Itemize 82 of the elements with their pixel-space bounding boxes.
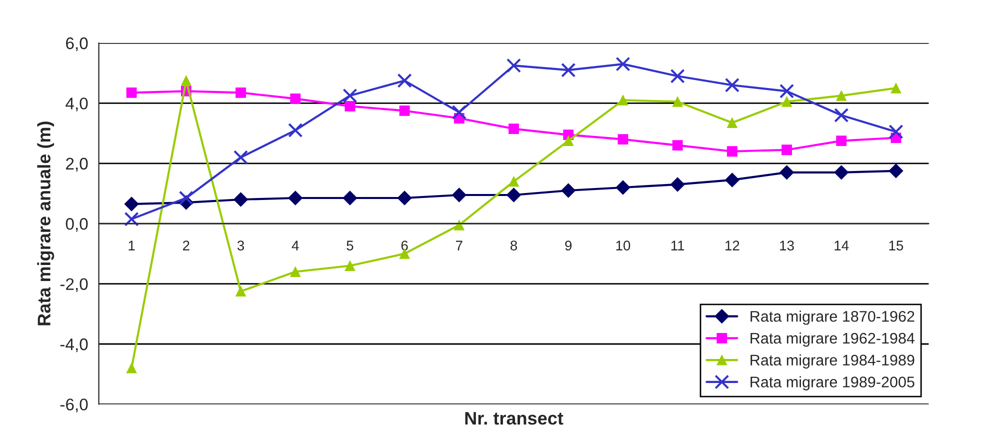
x-tick-label: 4	[292, 240, 299, 250]
point	[836, 136, 847, 146]
point	[236, 286, 246, 297]
point	[454, 220, 464, 230]
point	[344, 101, 356, 112]
y-tick-label: -2,0	[60, 278, 88, 292]
point	[342, 190, 358, 206]
point	[506, 58, 522, 73]
point	[782, 144, 792, 156]
point	[618, 134, 628, 145]
legend-label: Rata migrare 1962-1984	[750, 332, 915, 347]
point	[397, 190, 412, 206]
point	[506, 188, 521, 202]
point	[724, 172, 740, 188]
x-tick-label: 15	[889, 240, 904, 250]
x-tick-label: 6	[401, 240, 408, 250]
y-tick-label: 4,0	[66, 98, 88, 112]
point	[561, 62, 576, 78]
point	[397, 73, 412, 88]
point	[670, 177, 685, 192]
x-tick-label: 13	[780, 240, 794, 250]
x-tick-label: 7	[456, 240, 462, 250]
y-axis-title: Rata migrare anuale (m)	[37, 122, 54, 326]
x-tick-label: 10	[616, 240, 630, 250]
point	[288, 190, 303, 206]
point	[508, 124, 519, 134]
point	[126, 87, 137, 98]
point	[618, 94, 628, 106]
point	[834, 108, 849, 123]
point	[288, 122, 303, 138]
point	[290, 93, 301, 104]
point	[124, 212, 139, 226]
point	[290, 266, 301, 277]
point	[563, 136, 574, 146]
point	[399, 106, 410, 116]
point	[888, 124, 904, 140]
point	[888, 164, 904, 178]
x-tick-label: 9	[565, 240, 572, 250]
legend-label: Rata migrare 1989-2005	[750, 376, 914, 390]
x-tick-label: 3	[237, 240, 244, 250]
point	[672, 96, 683, 107]
legend-label: Rata migrare 1870-1962	[750, 310, 914, 325]
x-tick-label: 1	[128, 240, 135, 250]
point	[779, 84, 794, 98]
x-tick-label: 5	[346, 240, 354, 250]
point	[726, 146, 738, 157]
point	[836, 90, 847, 101]
x-tick-label: 12	[725, 240, 740, 250]
point	[782, 96, 792, 107]
point	[126, 362, 137, 374]
point	[180, 75, 192, 86]
y-tick-label: 6,0	[66, 37, 88, 52]
point	[233, 150, 248, 165]
point	[508, 176, 519, 187]
point	[234, 192, 248, 207]
point	[672, 140, 683, 151]
x-axis-title: Nr. transect	[465, 412, 564, 425]
point	[342, 88, 358, 103]
legend-label: Rata migrare 1984-1989	[750, 354, 914, 369]
x-tick-label: 11	[671, 240, 684, 250]
point	[724, 78, 740, 92]
point	[726, 118, 738, 128]
point	[236, 87, 246, 98]
point	[452, 104, 466, 120]
point	[890, 82, 902, 94]
point	[452, 188, 466, 202]
x-tick-label: 14	[834, 240, 849, 250]
x-tick-label: 2	[182, 240, 190, 250]
point	[178, 190, 194, 206]
point	[561, 183, 576, 198]
point	[124, 196, 139, 212]
point	[834, 165, 849, 180]
point	[616, 56, 630, 72]
y-tick-label: 0,0	[66, 218, 88, 232]
y-tick-label: -4,0	[60, 338, 88, 352]
point	[616, 180, 630, 195]
point	[780, 165, 794, 180]
y-tick-label: 2,0	[66, 158, 88, 172]
point	[670, 68, 685, 84]
y-tick-label: -6,0	[60, 398, 88, 412]
x-tick-label: 8	[510, 240, 518, 250]
point	[344, 260, 356, 271]
